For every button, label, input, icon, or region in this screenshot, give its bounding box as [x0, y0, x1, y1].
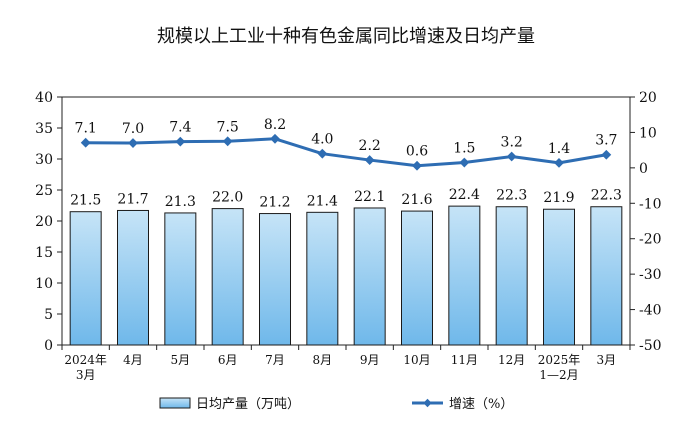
y-right-tick-label: 20 [639, 90, 657, 106]
line-data-label: 7.5 [217, 119, 239, 135]
bar-data-label: 22.3 [496, 188, 527, 204]
bar-series [69, 205, 623, 346]
line-point [554, 157, 564, 168]
legend-line-marker [423, 398, 432, 408]
x-tick-label: 7月 [265, 353, 285, 367]
line-data-label: 7.1 [75, 121, 97, 137]
bar-data-label: 21.6 [401, 192, 432, 208]
bar-data-label: 21.3 [165, 194, 196, 210]
bar [164, 212, 197, 346]
x-tick-label: 12月 [498, 353, 525, 367]
chart-title: 规模以上工业十种有色金属同比增速及日均产量 [157, 26, 535, 47]
bar [69, 211, 102, 346]
x-tick-label: 4月 [123, 353, 143, 367]
bar-data-label: 22.4 [449, 187, 480, 203]
y-left-tick-label: 30 [35, 152, 53, 168]
line-data-label: 0.6 [406, 144, 428, 160]
y-left-tick-label: 15 [35, 245, 53, 261]
line-data-labels: 7.1 7.0 7.4 7.5 8.2 4.0 2.2 0.6 1.5 3.2 1.4 3.7 [75, 117, 618, 160]
y-right-tick-label: -50 [639, 338, 662, 354]
x-tick-label: 5月 [171, 353, 191, 367]
legend-line-label: 增速（%） [449, 397, 513, 412]
x-tick-label: 2024年 [64, 353, 107, 367]
line-data-label: 7.4 [169, 120, 191, 136]
bar [259, 213, 291, 346]
line-point [270, 133, 280, 144]
bar-data-labels: 21.5 21.7 21.3 22.0 21.2 21.4 22.1 21.6 22.4 22.3… [70, 187, 622, 210]
line-point [80, 137, 91, 148]
y-right-tick-label: -30 [639, 267, 662, 283]
bar-data-label: 22.3 [591, 188, 622, 204]
line-data-label: 7.0 [122, 121, 144, 137]
line-data-label: 1.4 [548, 141, 570, 157]
y-right-tick-label: 10 [639, 125, 657, 141]
x-tick-label: 9月 [360, 353, 380, 367]
legend-bar-swatch [159, 397, 191, 409]
bar [543, 208, 575, 346]
line-data-label: 4.0 [311, 132, 333, 148]
x-tick-label: 1—2月 [539, 368, 578, 382]
bar [590, 206, 623, 346]
legend-bar-label: 日均产量（万吨） [196, 397, 300, 412]
line-point [317, 148, 328, 159]
axes: 0 5 10 15 20 25 30 35 40 -50 -40 -30 -20 -10 0 10 20 [35, 90, 661, 354]
legend: 日均产量（万吨） 增速（%） [159, 397, 513, 412]
bar-data-label: 21.5 [70, 193, 101, 209]
bar-data-label: 21.7 [117, 191, 148, 207]
y-right-tick-label: -20 [639, 232, 662, 248]
y-left-tick-label: 40 [35, 90, 53, 106]
line-point [412, 160, 422, 171]
x-tick-label: 3月 [76, 368, 96, 382]
y-left-tick-label: 5 [44, 307, 53, 323]
bar [448, 205, 481, 346]
line-path [85, 137, 607, 168]
y-left-tick-label: 20 [35, 214, 53, 230]
line-series [80, 133, 612, 171]
x-tick-label: 6月 [218, 353, 238, 367]
bar [353, 207, 386, 346]
x-tick-label: 11月 [451, 353, 478, 367]
bar [211, 208, 244, 346]
bar-data-label: 22.1 [354, 189, 385, 205]
bar [117, 209, 149, 346]
line-data-label: 2.2 [359, 138, 381, 154]
y-right-tick-label: 0 [639, 161, 648, 177]
y-right-tick-label: -40 [639, 303, 662, 319]
bar [401, 210, 433, 346]
line-data-label: 3.7 [595, 133, 617, 149]
bar [306, 211, 339, 346]
line-point [601, 149, 612, 160]
bar-data-label: 22.0 [212, 190, 243, 206]
line-data-label: 3.2 [501, 135, 523, 151]
bar-data-label: 21.2 [259, 195, 290, 211]
x-tick-label: 2025年 [538, 353, 581, 367]
line-point [175, 136, 186, 147]
x-tick-label: 8月 [313, 353, 333, 367]
y-left-tick-label: 25 [35, 183, 53, 199]
line-point [364, 155, 375, 165]
y-left-tick-label: 10 [35, 276, 53, 292]
line-point [128, 138, 138, 148]
y-right-tick-label: -10 [639, 196, 662, 212]
bar-data-label: 21.4 [307, 193, 338, 209]
line-point [222, 136, 233, 147]
y-left-tick-label: 0 [44, 338, 53, 354]
bar-data-label: 21.9 [543, 190, 574, 206]
x-tick-label: 10月 [403, 353, 430, 367]
line-point [506, 151, 517, 162]
line-data-label: 8.2 [264, 117, 286, 133]
bar [495, 206, 528, 346]
y-left-tick-label: 35 [35, 121, 53, 137]
x-tick-label: 3月 [597, 353, 617, 367]
line-point [459, 157, 470, 168]
line-data-label: 1.5 [453, 141, 475, 157]
